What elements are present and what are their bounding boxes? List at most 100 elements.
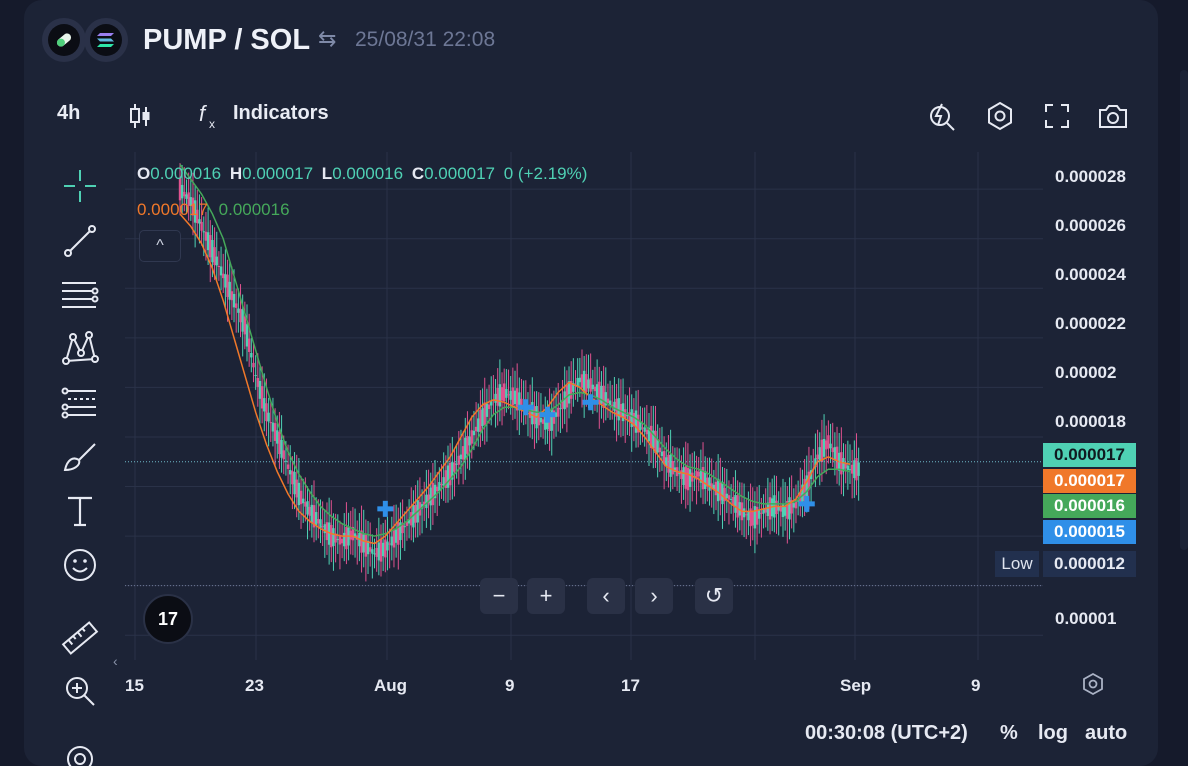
candle-body (760, 512, 763, 514)
candle-body (321, 526, 324, 528)
candle-body (429, 487, 432, 506)
percent-toggle[interactable]: % (1000, 722, 1018, 744)
emoji-icon[interactable] (60, 545, 100, 585)
ma-fast-value: 0.000017 (137, 200, 208, 219)
zoom-out-button[interactable]: − (480, 578, 518, 614)
alert-icon[interactable] (924, 98, 960, 134)
settings-icon[interactable] (982, 98, 1018, 134)
candle-body (425, 494, 428, 509)
scroll-right-button[interactable]: › (635, 578, 673, 614)
candle-body (639, 421, 642, 431)
fib-levels-icon[interactable] (60, 383, 100, 423)
reset-chart-button[interactable]: ↺ (695, 578, 733, 614)
x-tick: Sep (840, 676, 872, 695)
chevron-up-icon: ^ (156, 237, 164, 254)
svg-text:x: x (209, 117, 215, 131)
candle-body (247, 338, 251, 352)
candle-body (626, 415, 629, 417)
clock: 00:30:08 (UTC+2) (805, 722, 968, 744)
magnet-icon[interactable] (60, 742, 100, 766)
candle-body (394, 529, 398, 543)
candle-body (332, 528, 335, 547)
trendline-icon[interactable] (60, 221, 100, 261)
brush-icon[interactable] (60, 437, 100, 477)
candle-body (788, 497, 791, 520)
candle-body (360, 530, 363, 553)
candle-body (662, 451, 666, 465)
candle-body (505, 388, 508, 398)
price-chart[interactable] (125, 152, 1043, 660)
candle-body (546, 420, 549, 430)
swap-icon[interactable]: ⇆ (318, 26, 337, 51)
candle-body (585, 374, 588, 392)
candle-body (202, 231, 205, 233)
high-value: 0.000017 (242, 164, 314, 183)
interval-selector[interactable]: 4h (57, 102, 81, 124)
candle-body (222, 273, 225, 279)
candle-body (703, 471, 707, 490)
timestamp: 25/08/31 22:08 (355, 28, 496, 51)
log-toggle[interactable]: log (1038, 722, 1068, 744)
pattern-icon[interactable] (60, 328, 100, 368)
zoom-in-button[interactable]: + (527, 578, 565, 614)
candle-body (541, 419, 545, 424)
change-value: 0 (+2.19%) (503, 164, 588, 183)
candle-body (829, 443, 832, 449)
candle-body (459, 454, 463, 460)
tradingview-logo[interactable]: 17 (143, 594, 193, 644)
candle-body (567, 381, 571, 404)
candle-body (200, 221, 203, 231)
collapse-toolbar-icon[interactable]: ‹ (113, 653, 118, 669)
candle-body (273, 423, 277, 441)
candle-body (684, 466, 687, 489)
camera-icon[interactable] (1095, 98, 1131, 134)
low-label: L (321, 164, 333, 183)
candle-body (779, 507, 783, 512)
text-tool-icon[interactable] (60, 491, 100, 531)
candle-body (805, 475, 808, 498)
candle-body (451, 461, 454, 480)
candle-body (680, 470, 683, 480)
candles-icon[interactable] (122, 98, 158, 134)
candle-body (827, 435, 830, 449)
candle-body (502, 383, 506, 402)
indicators-button[interactable]: Indicators (233, 102, 329, 124)
zoom-in-icon[interactable] (60, 671, 100, 711)
candle-body (593, 386, 597, 392)
candle-body (234, 303, 238, 308)
candle-body (386, 541, 389, 551)
candle-body (563, 391, 566, 410)
candle-body (286, 464, 290, 469)
candle-body (578, 377, 582, 383)
fullscreen-icon[interactable] (1039, 98, 1075, 134)
candle-body (777, 506, 780, 511)
x-tick: 9 (505, 676, 515, 695)
candle-body (742, 508, 746, 518)
candle-body (755, 506, 759, 525)
candle-body (667, 454, 670, 473)
candle-body (557, 407, 560, 417)
candle-body (632, 412, 636, 427)
candle-body (189, 197, 193, 207)
candle-body (243, 316, 247, 335)
candle-body (721, 481, 724, 505)
candle-body (446, 465, 450, 488)
crosshair-icon[interactable] (60, 166, 100, 206)
candle-body (844, 463, 847, 469)
scrollbar[interactable] (1180, 70, 1188, 550)
scroll-left-button[interactable]: ‹ (587, 578, 625, 614)
collapse-legend-button[interactable]: ^ (139, 230, 181, 262)
auto-toggle[interactable]: auto (1085, 722, 1128, 744)
marker-tag: 0.000015 (1043, 520, 1136, 544)
axis-settings-icon[interactable] (1081, 672, 1105, 701)
candle-body (483, 402, 486, 425)
horizontal-lines-icon[interactable] (60, 275, 100, 315)
candle-body (330, 524, 333, 548)
candle-body (470, 430, 473, 444)
candle-body (319, 519, 322, 529)
candle-body (822, 438, 826, 457)
y-tick: 0.00002 (1055, 363, 1117, 382)
ruler-icon[interactable] (60, 618, 100, 658)
candle-body (453, 462, 456, 472)
